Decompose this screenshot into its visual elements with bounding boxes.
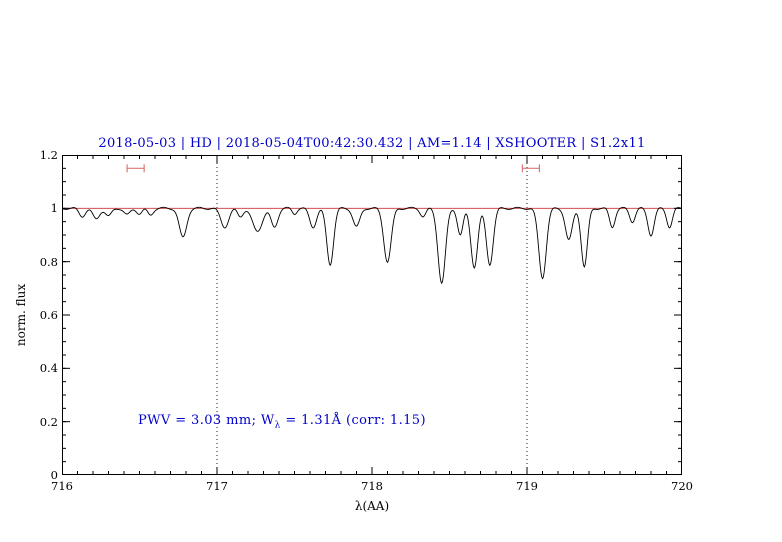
plot-area xyxy=(62,155,682,475)
x-axis-label: λ(AA) xyxy=(354,499,390,513)
y-tick-label: 1 xyxy=(50,201,58,216)
y-tick-label: 0 xyxy=(50,468,58,482)
pwv-annotation-subscript: λ xyxy=(274,420,281,431)
x-tick-label: 717 xyxy=(206,479,228,493)
y-tick-label: 0.2 xyxy=(39,414,58,429)
pwv-annotation-suffix: = 1.31Å (corr: 1.15) xyxy=(280,413,426,428)
x-tick-label: 719 xyxy=(516,479,538,493)
y-axis-label: norm. flux xyxy=(14,283,28,347)
pwv-annotation: PWV = 3.03 mm; Wλ = 1.31Å (corr: 1.15) xyxy=(138,413,426,431)
spectrum-plot-svg xyxy=(62,155,682,475)
plot-border xyxy=(62,155,682,475)
x-tick-label: 718 xyxy=(361,479,383,493)
x-tick-label: 716 xyxy=(51,479,73,493)
range-marker xyxy=(521,164,540,173)
y-tick-label: 1.2 xyxy=(39,148,58,162)
y-tick-label: 0.8 xyxy=(39,254,58,269)
plot-title: 2018-05-03 | HD | 2018-05-04T00:42:30.43… xyxy=(98,136,646,151)
range-marker xyxy=(126,164,145,173)
y-tick-label: 0.6 xyxy=(39,308,58,322)
x-tick-label: 720 xyxy=(671,479,693,493)
pwv-annotation-prefix: PWV = 3.03 mm; W xyxy=(138,413,275,428)
spectrum-line xyxy=(62,206,682,285)
y-tick-label: 0.4 xyxy=(39,361,58,376)
